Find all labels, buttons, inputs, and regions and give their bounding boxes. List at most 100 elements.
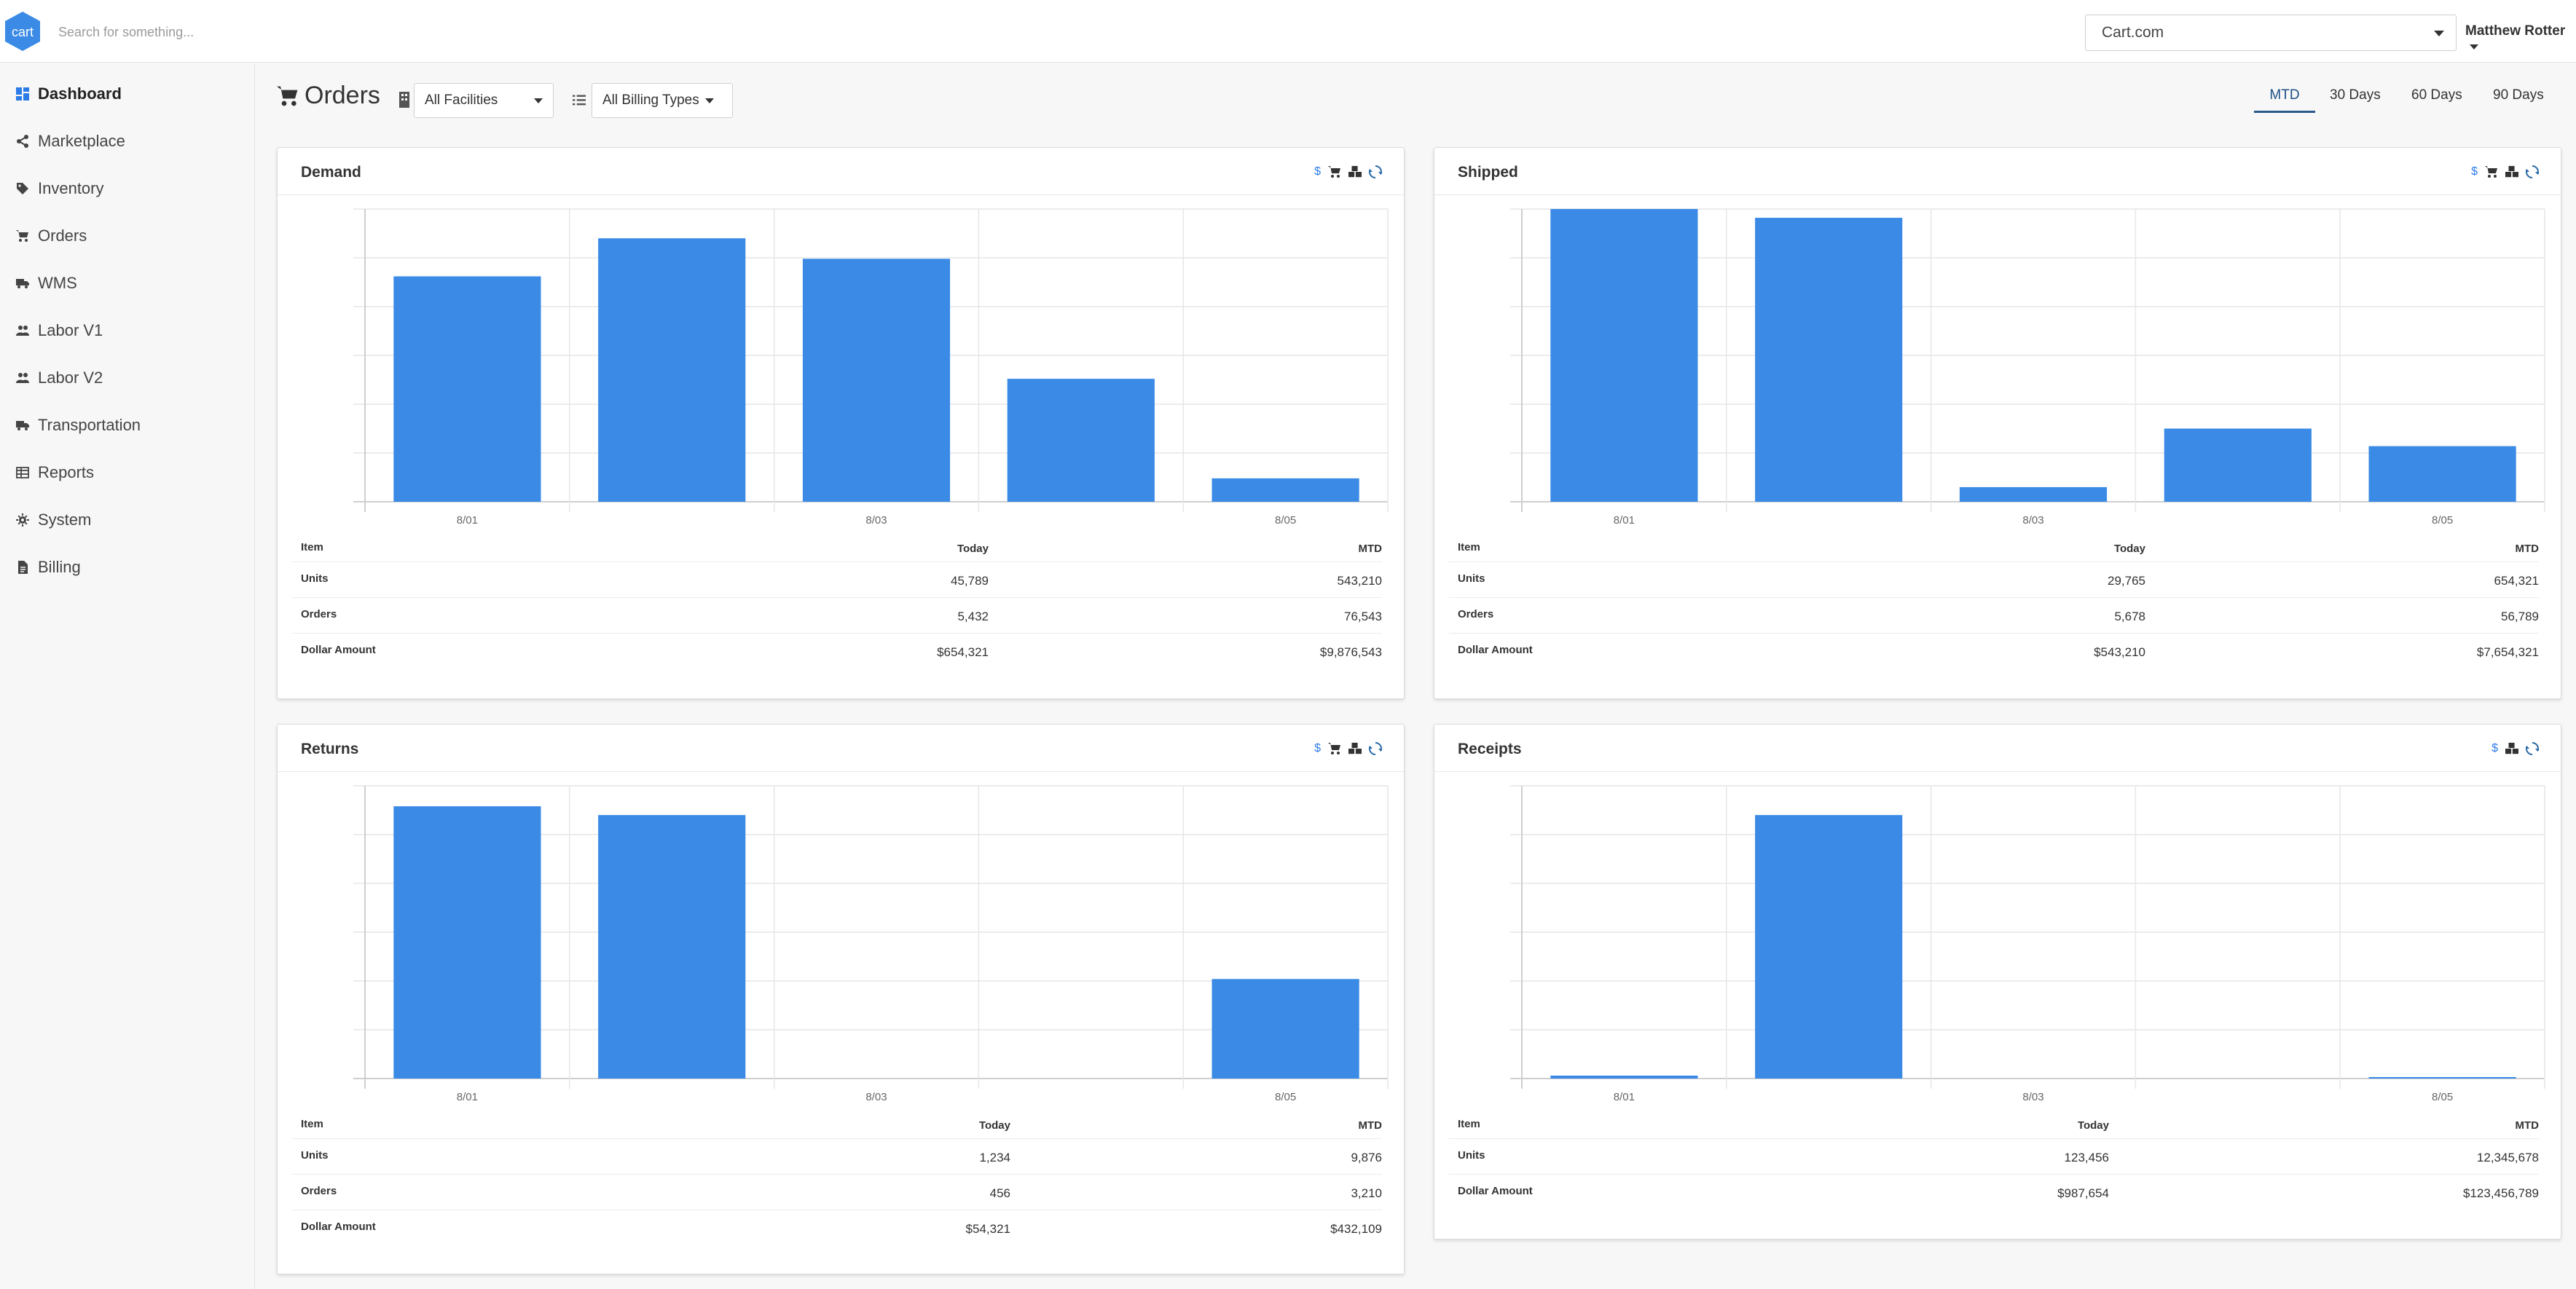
tab-mtd[interactable]: MTD bbox=[2254, 87, 2315, 113]
stats-header-mtd: MTD bbox=[2515, 1119, 2540, 1132]
chart-bar[interactable] bbox=[1007, 379, 1155, 502]
chart-bar[interactable] bbox=[802, 259, 951, 502]
boxes-icon[interactable] bbox=[1348, 165, 1362, 178]
stats-header-mtd: MTD bbox=[2515, 543, 2540, 555]
tab-60-days[interactable]: 60 Days bbox=[2411, 87, 2462, 111]
tab-mtd-label: MTD bbox=[2269, 87, 2300, 103]
stats-header-label: Item bbox=[301, 541, 323, 553]
user-menu[interactable]: Matthew Rotter bbox=[2465, 23, 2576, 55]
chevron-down-icon bbox=[534, 98, 543, 103]
dollar-icon[interactable]: $ bbox=[1314, 165, 1321, 178]
stats-cell-item: Units bbox=[1458, 572, 1485, 585]
sidebar-item-wms[interactable]: WMS bbox=[15, 269, 248, 298]
sidebar-item-label: Labor V2 bbox=[38, 368, 103, 387]
user-name: Matthew Rotter bbox=[2465, 23, 2566, 39]
panel-title: Receipts bbox=[1458, 741, 1522, 757]
shipped-panel: Shipped $ 8/01 8/03 8/05 Item Today MTD Units… bbox=[1434, 147, 2561, 699]
panel-icons: $ bbox=[1314, 165, 1382, 178]
chart-bar[interactable] bbox=[2368, 1076, 2516, 1079]
sidebar-item-transportation[interactable]: Transportation bbox=[15, 411, 248, 440]
table-row: Units 123,456 12,345,678 bbox=[1449, 1138, 2539, 1174]
chart-bar[interactable] bbox=[393, 276, 541, 502]
chart-bar[interactable] bbox=[1212, 979, 1359, 1079]
stats-cell-today: $54,321 bbox=[965, 1222, 1010, 1236]
billing-types-filter[interactable]: All Billing Types bbox=[592, 83, 733, 118]
tab-30-days[interactable]: 30 Days bbox=[2330, 87, 2381, 111]
sidebar-item-billing[interactable]: Billing bbox=[15, 553, 248, 582]
sidebar-item-label: Inventory bbox=[38, 179, 104, 197]
chart-bar[interactable] bbox=[1755, 218, 1903, 502]
sidebar-item-labor-v1[interactable]: Labor V1 bbox=[15, 316, 248, 345]
x-tick-label: 8/05 bbox=[1275, 514, 1296, 527]
sidebar-item-marketplace[interactable]: Marketplace bbox=[15, 127, 248, 156]
cart-icon[interactable] bbox=[2485, 165, 2498, 178]
chart-bar[interactable] bbox=[1959, 486, 2108, 502]
x-tick-label: 8/01 bbox=[1614, 1091, 1635, 1103]
dollar-icon[interactable]: $ bbox=[2471, 165, 2478, 178]
sidebar-item-labor-v2[interactable]: Labor V2 bbox=[15, 363, 248, 393]
company-select-value: Cart.com bbox=[2102, 24, 2164, 41]
x-tick-label: 8/05 bbox=[2432, 1091, 2453, 1103]
chart-bar[interactable] bbox=[598, 815, 746, 1079]
refresh-icon[interactable] bbox=[2526, 742, 2539, 755]
chart-bar[interactable] bbox=[1550, 209, 1698, 502]
gear-icon bbox=[15, 512, 31, 528]
boxes-icon[interactable] bbox=[2505, 742, 2518, 755]
facilities-filter[interactable]: All Facilities bbox=[414, 83, 554, 118]
sidebar-item-label: Dashboard bbox=[38, 84, 122, 103]
receipts-stats-table: Item Today MTD Units 123,456 12,345,678 Dollar… bbox=[1449, 1108, 2539, 1210]
page-title-text: Orders bbox=[305, 82, 380, 109]
sidebar-item-label: Marketplace bbox=[38, 132, 125, 150]
stats-cell-item: Units bbox=[301, 1149, 329, 1162]
tag-icon bbox=[15, 181, 31, 197]
cart-logo[interactable]: cart bbox=[3, 10, 42, 52]
stats-header-today: Today bbox=[2113, 543, 2145, 555]
boxes-icon[interactable] bbox=[1348, 742, 1362, 755]
chart-bar[interactable] bbox=[2164, 428, 2312, 502]
stats-cell-today: 123,456 bbox=[2064, 1151, 2109, 1164]
chart-bar[interactable] bbox=[1550, 1075, 1698, 1079]
boxes-icon[interactable] bbox=[2505, 165, 2518, 178]
company-select[interactable]: Cart.com bbox=[2085, 15, 2457, 51]
stats-cell-today: $654,321 bbox=[937, 645, 989, 659]
sidebar-item-dashboard[interactable]: Dashboard bbox=[15, 79, 248, 109]
chart-bar[interactable] bbox=[598, 238, 746, 502]
tab-60-days-label: 60 Days bbox=[2411, 87, 2462, 103]
dollar-icon[interactable]: $ bbox=[1314, 742, 1321, 754]
truck-icon bbox=[15, 275, 31, 291]
table-row: Orders 456 3,210 bbox=[292, 1174, 1382, 1210]
chart-bar[interactable] bbox=[1212, 478, 1359, 502]
tab-90-days[interactable]: 90 Days bbox=[2493, 87, 2544, 111]
truck-icon bbox=[15, 417, 31, 433]
chevron-down-icon bbox=[2434, 31, 2444, 36]
chart-bar[interactable] bbox=[2368, 446, 2516, 502]
sidebar-item-reports[interactable]: Reports bbox=[15, 458, 248, 487]
returns-chart: 8/01 8/03 8/05 bbox=[353, 785, 1389, 1103]
receipts-chart: 8/01 8/03 8/05 bbox=[1510, 785, 2545, 1103]
refresh-icon[interactable] bbox=[1369, 165, 1382, 178]
shipped-chart: 8/01 8/03 8/05 bbox=[1510, 208, 2545, 527]
stats-header-label: Item bbox=[301, 1118, 323, 1130]
x-tick-label: 8/05 bbox=[1275, 1091, 1296, 1103]
cart-icon[interactable] bbox=[1328, 742, 1341, 755]
refresh-icon[interactable] bbox=[2526, 165, 2539, 178]
stats-cell-item: Orders bbox=[1458, 608, 1494, 620]
sidebar-item-orders[interactable]: Orders bbox=[15, 221, 248, 251]
chart-bar[interactable] bbox=[1755, 815, 1903, 1079]
stats-header-mtd: MTD bbox=[1358, 1119, 1383, 1132]
table-row: Orders 5,432 76,543 bbox=[292, 597, 1382, 633]
stats-header-label: Item bbox=[1458, 1118, 1480, 1130]
stats-cell-mtd: 654,321 bbox=[2494, 574, 2539, 588]
cart-icon bbox=[277, 86, 298, 106]
search-input[interactable] bbox=[58, 17, 787, 47]
dollar-icon[interactable]: $ bbox=[2491, 742, 2498, 754]
sidebar-item-inventory[interactable]: Inventory bbox=[15, 174, 248, 203]
cart-icon[interactable] bbox=[1328, 165, 1341, 178]
users-icon bbox=[15, 370, 31, 386]
x-tick-label: 8/03 bbox=[865, 514, 887, 527]
sidebar-item-system[interactable]: System bbox=[15, 505, 248, 535]
tab-30-days-label: 30 Days bbox=[2330, 87, 2381, 103]
chart-bar[interactable] bbox=[393, 806, 541, 1079]
divider bbox=[1434, 771, 2561, 772]
refresh-icon[interactable] bbox=[1369, 742, 1382, 755]
